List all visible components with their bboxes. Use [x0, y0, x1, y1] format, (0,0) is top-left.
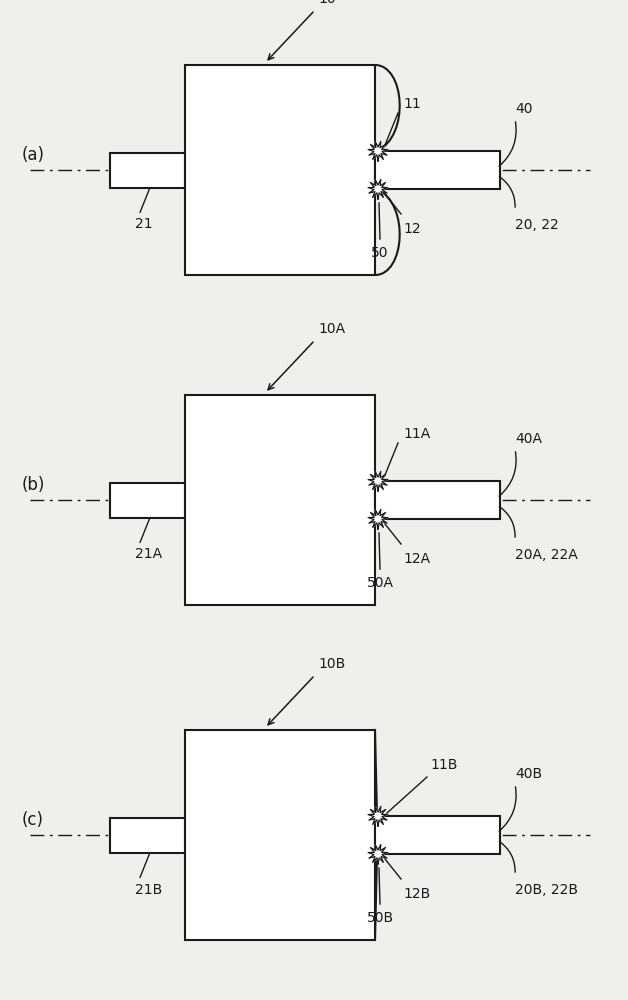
Text: 10B: 10B: [318, 657, 345, 671]
Text: 11B: 11B: [430, 758, 457, 772]
Text: 21A: 21A: [135, 548, 162, 562]
Text: (a): (a): [22, 146, 45, 164]
Text: 21B: 21B: [135, 882, 162, 896]
Polygon shape: [368, 509, 388, 529]
Bar: [375, 481, 500, 519]
Text: 11A: 11A: [403, 427, 430, 441]
Polygon shape: [368, 179, 388, 199]
Text: 10: 10: [318, 0, 335, 6]
Polygon shape: [368, 844, 388, 864]
Text: 40B: 40B: [515, 767, 542, 781]
Text: 50A: 50A: [367, 576, 394, 590]
Bar: [375, 816, 500, 854]
Text: 40: 40: [515, 102, 533, 116]
Polygon shape: [368, 141, 388, 161]
Bar: [110, 152, 185, 188]
Text: 12A: 12A: [403, 552, 430, 566]
Text: 40A: 40A: [515, 432, 542, 446]
Bar: [110, 483, 185, 518]
Polygon shape: [368, 471, 388, 491]
Text: 20A, 22A: 20A, 22A: [515, 548, 578, 562]
Text: 20B, 22B: 20B, 22B: [515, 883, 578, 897]
Text: 10A: 10A: [318, 322, 345, 336]
Bar: [375, 151, 500, 189]
Bar: [110, 818, 185, 852]
Text: 50B: 50B: [366, 911, 394, 925]
Bar: [185, 730, 375, 940]
Bar: [185, 395, 375, 605]
Text: 11: 11: [403, 97, 421, 111]
Text: 50: 50: [371, 246, 389, 260]
Text: 12B: 12B: [403, 887, 430, 901]
Polygon shape: [368, 806, 388, 826]
Text: 20, 22: 20, 22: [515, 218, 559, 232]
Text: (b): (b): [22, 476, 45, 494]
Bar: [185, 65, 375, 275]
Text: 21: 21: [135, 218, 153, 232]
Text: 12: 12: [403, 222, 421, 236]
Text: (c): (c): [22, 811, 44, 829]
